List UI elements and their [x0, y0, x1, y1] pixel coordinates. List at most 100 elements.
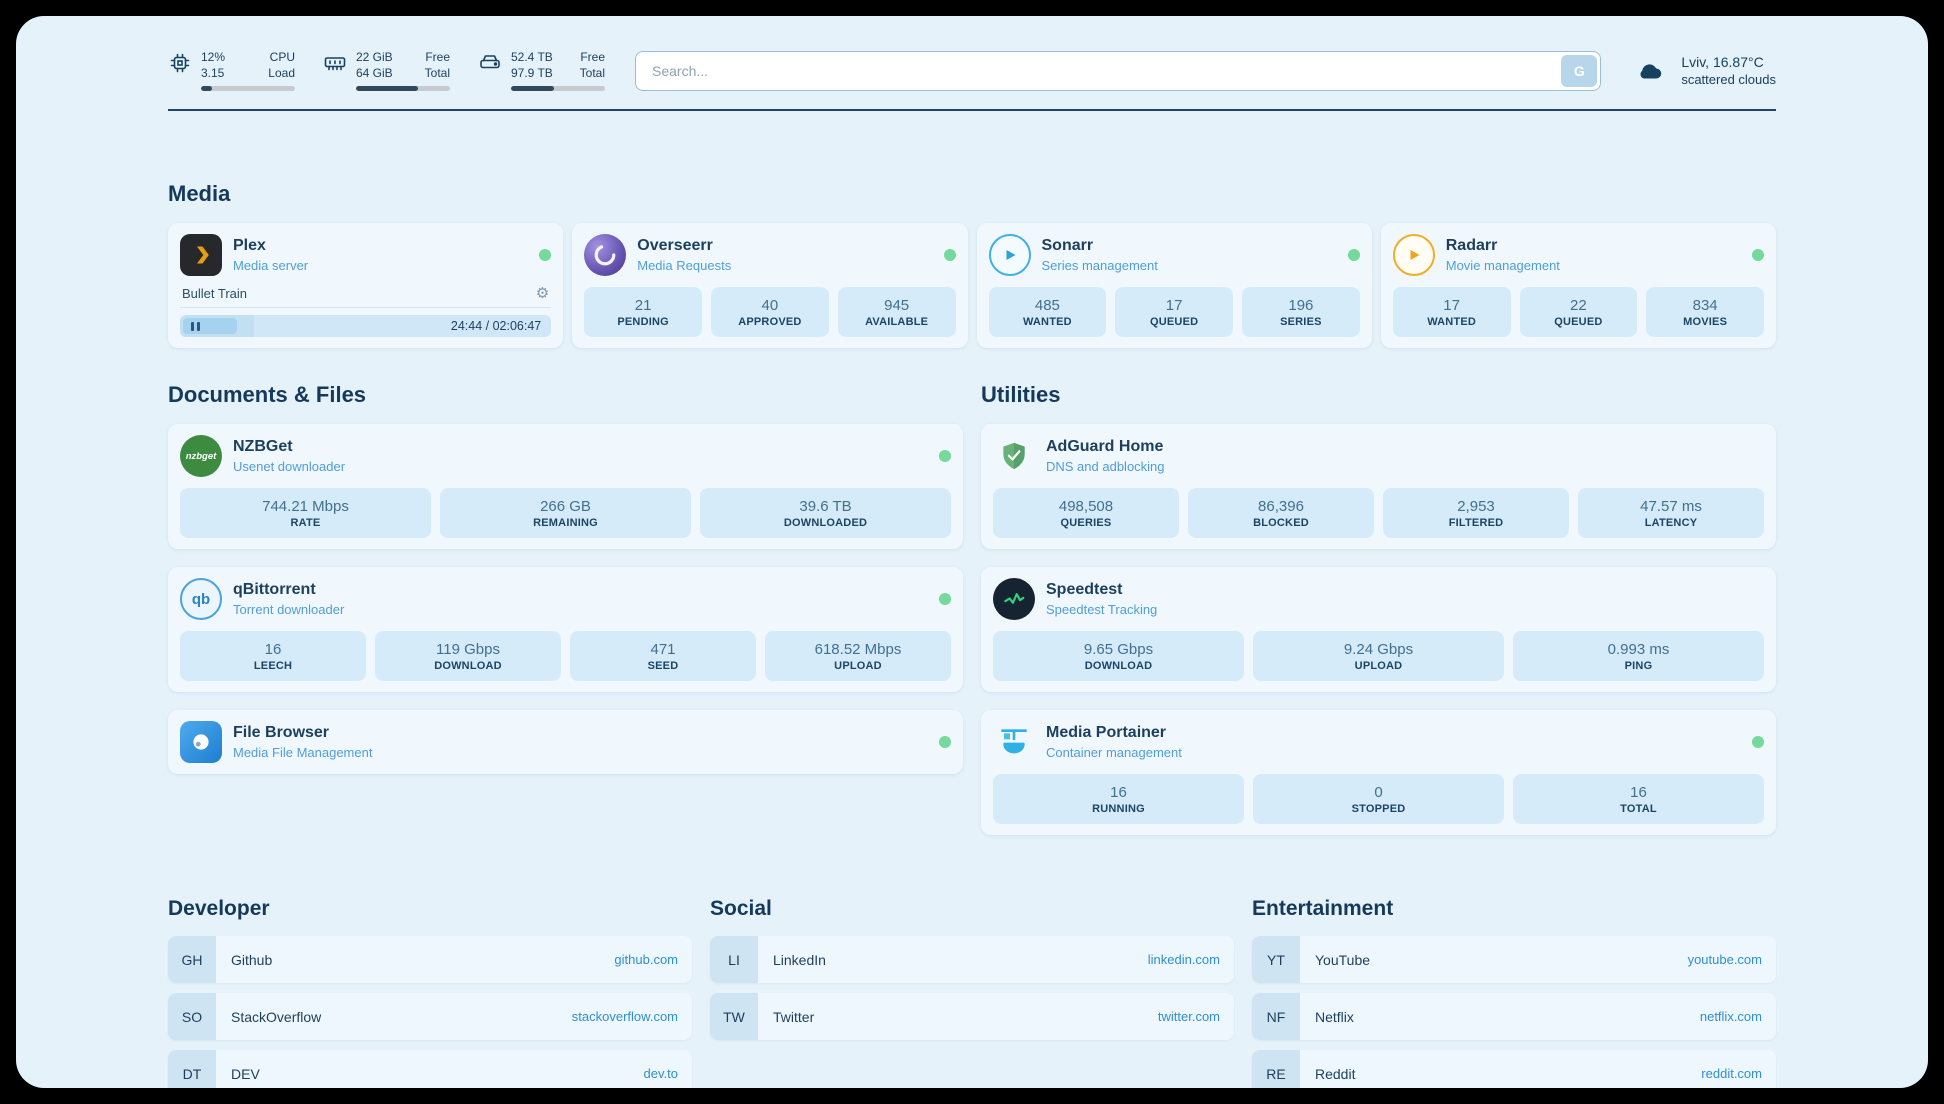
- stat-blocked: 86,396 BLOCKED: [1188, 488, 1374, 539]
- ram-progress-fill: [356, 86, 419, 92]
- disk-progress-track: [511, 86, 605, 92]
- stat-label: APPROVED: [738, 315, 802, 328]
- app-card-nzbget[interactable]: nzbget NZBGet Usenet downloader 744.21 M…: [168, 424, 963, 550]
- ram-metric: 22 GiB 64 GiB Free Total: [323, 50, 450, 92]
- gear-icon[interactable]: ⚙: [535, 285, 550, 303]
- bookmark-url[interactable]: stackoverflow.com: [571, 1009, 678, 1025]
- playback-progress-bar[interactable]: 24:44 / 02:06:47: [180, 315, 552, 338]
- bookmark-url[interactable]: dev.to: [643, 1066, 678, 1082]
- twitter-icon: TW: [710, 993, 758, 1041]
- stat-total: 16 TOTAL: [1513, 774, 1764, 825]
- disk-label-bottom: Total: [579, 65, 605, 80]
- stat-label: REMAINING: [533, 516, 598, 529]
- bookmark-url[interactable]: reddit.com: [1701, 1066, 1762, 1082]
- stat-label: LATENCY: [1644, 516, 1698, 529]
- bookmark-github[interactable]: GH Github github.com: [168, 936, 692, 984]
- app-title: Plex: [233, 237, 266, 255]
- stat-value: 17: [1443, 296, 1460, 314]
- app-card-sonarr[interactable]: Sonarr Series management 485 WANTED 17 Q…: [976, 223, 1372, 349]
- header-divider: [168, 109, 1776, 112]
- bookmark-linkedin[interactable]: LI LinkedIn linkedin.com: [710, 936, 1234, 984]
- app-subtitle: Media server: [233, 258, 309, 274]
- bookmark-url[interactable]: github.com: [614, 952, 678, 968]
- bookmark-twitter[interactable]: TW Twitter twitter.com: [710, 993, 1234, 1041]
- app-title: AdGuard Home: [1046, 438, 1164, 456]
- cpu-labels: CPU Load: [268, 50, 295, 81]
- stat-value: 0.993 ms: [1607, 640, 1670, 658]
- now-playing-widget: Bullet Train ⚙ 24:44 / 02:06:47: [180, 284, 552, 338]
- status-dot: [1752, 249, 1764, 262]
- radarr-icon: [1392, 234, 1435, 277]
- bookmark-name: LinkedIn: [773, 951, 826, 968]
- app-subtitle: Speedtest Tracking: [1046, 602, 1158, 618]
- ram-label-top: Free: [425, 50, 450, 64]
- filebrowser-icon: [180, 721, 222, 764]
- pause-button[interactable]: [183, 318, 237, 335]
- stat-label: QUEUED: [1554, 315, 1603, 328]
- dashboard-panel: 12% 3.15 CPU Load: [16, 16, 1928, 1088]
- system-metrics: 12% 3.15 CPU Load: [168, 50, 605, 92]
- bookmark-url[interactable]: netflix.com: [1699, 1009, 1762, 1025]
- cpu-progress-track: [201, 86, 295, 92]
- bookmark-url[interactable]: twitter.com: [1157, 1009, 1220, 1025]
- stat-movies: 834 MOVIES: [1646, 287, 1764, 338]
- stat-queued: 22 QUEUED: [1519, 287, 1638, 338]
- netflix-icon: NF: [1252, 993, 1300, 1041]
- stat-value: 47.57 ms: [1640, 497, 1702, 515]
- stat-latency: 47.57 ms LATENCY: [1578, 488, 1764, 539]
- bookmark-dev[interactable]: DT DEV dev.to: [168, 1050, 692, 1088]
- stat-label: LEECH: [253, 659, 293, 672]
- stat-value: 0: [1374, 783, 1383, 801]
- stat-label: DOWNLOADED: [783, 516, 868, 529]
- stat-value: 16: [264, 640, 282, 658]
- stat-approved: 40 APPROVED: [711, 287, 829, 338]
- disk-metric: 52.4 TB 97.9 TB Free Total: [478, 50, 605, 92]
- stat-label: PENDING: [617, 315, 669, 328]
- stat-label: QUEUED: [1149, 315, 1199, 328]
- stat-value: 17: [1165, 296, 1183, 314]
- documents-section: Documents & Files nzbget NZBGet Usenet d…: [168, 382, 963, 775]
- app-card-filebrowser[interactable]: File Browser Media File Management: [168, 710, 963, 775]
- disk-total-value: 97.9 TB: [511, 65, 553, 80]
- bookmark-netflix[interactable]: NF Netflix netflix.com: [1252, 993, 1776, 1041]
- bookmark-reddit[interactable]: RE Reddit reddit.com: [1252, 1050, 1776, 1088]
- weather-widget[interactable]: Lviv, 16.87°C scattered clouds: [1631, 54, 1776, 87]
- header: 12% 3.15 CPU Load: [168, 50, 1776, 92]
- app-card-qbittorrent[interactable]: qb qBittorrent Torrent downloader 16 LEE…: [168, 567, 963, 693]
- app-card-overseerr[interactable]: Overseerr Media Requests 21 PENDING 40 A…: [572, 223, 968, 349]
- bookmark-stackoverflow[interactable]: SO StackOverflow stackoverflow.com: [168, 993, 692, 1041]
- weather-location: Lviv, 16.87°C: [1681, 54, 1764, 71]
- app-card-plex[interactable]: Plex Media server Bullet Train ⚙: [168, 223, 564, 349]
- stat-value: 9.24 Gbps: [1343, 640, 1414, 658]
- app-card-adguard[interactable]: AdGuard Home DNS and adblocking 498,508 …: [981, 424, 1776, 550]
- app-card-speedtest[interactable]: Speedtest Speedtest Tracking 9.65 Gbps D…: [981, 567, 1776, 693]
- bookmark-name: DEV: [231, 1065, 260, 1082]
- bookmark-url[interactable]: linkedin.com: [1147, 952, 1220, 968]
- search-input[interactable]: [635, 50, 1602, 91]
- stat-label: DOWNLOAD: [1084, 659, 1153, 672]
- stat-value: 21: [634, 296, 652, 314]
- nzbget-icon: nzbget: [180, 435, 222, 478]
- bookmark-name: StackOverflow: [231, 1008, 322, 1025]
- stackoverflow-icon: SO: [168, 993, 216, 1041]
- stat-value: 86,396: [1258, 497, 1304, 515]
- stat-label: WANTED: [1427, 315, 1477, 328]
- middle-columns: Documents & Files nzbget NZBGet Usenet d…: [168, 382, 1776, 836]
- app-card-radarr[interactable]: Radarr Movie management 17 WANTED 22 QUE…: [1380, 223, 1776, 349]
- app-title: Sonarr: [1041, 237, 1094, 255]
- disk-free-value: 52.4 TB: [511, 50, 553, 64]
- media-section-title: Media: [168, 181, 231, 207]
- ram-total-value: 64 GiB: [356, 65, 393, 80]
- stat-wanted: 17 WANTED: [1392, 287, 1511, 338]
- stat-value: 2,953: [1457, 497, 1495, 515]
- search-engine-button[interactable]: G: [1561, 54, 1598, 87]
- disk-values: 52.4 TB 97.9 TB: [511, 50, 553, 81]
- stat-seed: 471 SEED: [570, 631, 756, 682]
- entertainment-group: Entertainment YT YouTube youtube.com NF …: [1252, 897, 1776, 1088]
- stat-value: 945: [884, 296, 910, 314]
- app-card-portainer[interactable]: Media Portainer Container management 16 …: [981, 710, 1776, 836]
- bookmark-youtube[interactable]: YT YouTube youtube.com: [1252, 936, 1776, 984]
- github-icon: GH: [168, 936, 216, 984]
- stat-value: 16: [1630, 783, 1647, 801]
- bookmark-url[interactable]: youtube.com: [1687, 952, 1762, 968]
